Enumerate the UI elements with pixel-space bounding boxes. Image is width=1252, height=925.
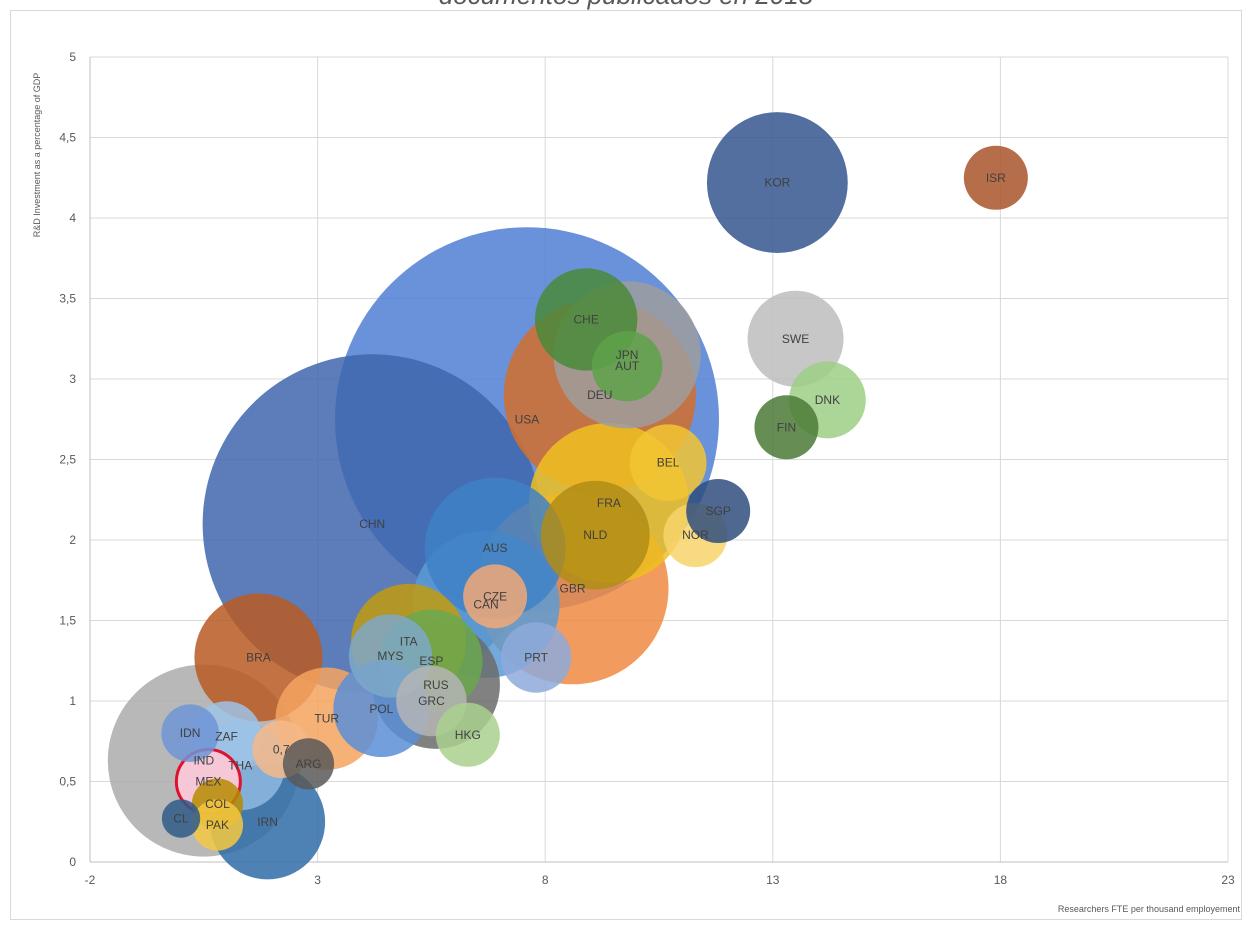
y-axis-title: R&D Investment as a percentage of GDP: [32, 73, 42, 238]
bubble-sgp: [686, 479, 751, 544]
bubble-label-chn: CHN: [359, 517, 385, 531]
bubble-label-idn: IDN: [180, 726, 201, 740]
y-tick-label: 2,5: [59, 453, 76, 467]
bubble-kor: [706, 112, 848, 253]
bubble-label-kor: KOR: [764, 176, 790, 190]
bubble-label-deu: DEU: [587, 388, 612, 402]
bubble-label-che: CHE: [573, 312, 598, 326]
bubble-fin: [754, 395, 819, 460]
bubble-label-pak: PAK: [206, 818, 229, 832]
bubble-label-aus: AUS: [483, 541, 508, 555]
bubble-label-usa: USA: [515, 412, 540, 426]
y-tick-label: 4: [69, 211, 76, 225]
x-axis-title: Researchers FTE per thousand employement: [1058, 904, 1241, 914]
bubble-nld: [540, 480, 650, 590]
bubble-label-pol: POL: [369, 702, 393, 716]
bubble-aut: [591, 330, 663, 402]
bubble-label-ita: ITA: [400, 634, 418, 648]
bubble-label-esp: ESP: [419, 654, 443, 668]
y-tick-label: 4,5: [59, 131, 76, 145]
bubble-label-dnk: DNK: [815, 393, 840, 407]
bubble-label-sgp: SGP: [706, 504, 731, 518]
y-tick-label: 3: [69, 372, 76, 386]
axis-layer: 0 0,5 1 1,5 2 2,5 3 3,5 4 4,5 5 -2 3 8 13 18 23: [59, 50, 1235, 887]
bubble-layer: USA CHN DEU GBR IND FRA JPN CAN KOR AUS RUS BRA ITA I…: [107, 112, 1028, 880]
bubble-cl: [161, 799, 201, 838]
bubble-arg: [282, 738, 335, 790]
bubble-label-jpn: JPN: [616, 348, 639, 362]
y-tick-label: 3,5: [59, 292, 76, 306]
y-tick-label: 1: [69, 694, 76, 708]
bubble-isr: [963, 145, 1028, 210]
bubble-label-grc: GRC: [418, 694, 445, 708]
bubble-prt: [500, 622, 572, 693]
bubble-label-zaf: ZAF: [215, 729, 238, 743]
x-tick-label: -2: [85, 873, 96, 887]
bubble-label-07: 0,7: [273, 742, 290, 756]
y-tick-label: 0,5: [59, 775, 76, 789]
chart-title: documentos publicados en 2018: [0, 0, 1252, 11]
bubble-label-aut: AUT: [615, 359, 640, 373]
bubble-label-tur: TUR: [314, 712, 339, 726]
x-tick-label: 8: [542, 873, 549, 887]
bubble-label-mys: MYS: [377, 649, 403, 663]
bubble-label-irn: IRN: [257, 815, 278, 829]
bubble-pak: [191, 799, 244, 851]
bubble-label-bra: BRA: [246, 651, 271, 665]
bubble-label-prt: PRT: [524, 651, 548, 665]
bubble-label-isr: ISR: [986, 171, 1006, 185]
bubble-label-nld: NLD: [583, 528, 607, 542]
bubble-label-gbr: GBR: [560, 581, 586, 595]
y-tick-label: 5: [69, 50, 76, 64]
bubble-label-bel: BEL: [657, 456, 680, 470]
bubble-label-cl: CL: [173, 812, 189, 826]
bubble-idn: [161, 704, 219, 762]
bubble-label-fin: FIN: [777, 420, 796, 434]
bubble-label-arg: ARG: [295, 757, 321, 771]
bubble-label-can: CAN: [473, 597, 498, 611]
bubble-label-nor: NOR: [682, 528, 709, 542]
bubble-bel: [629, 424, 707, 502]
bubble-label-hkg: HKG: [455, 728, 481, 742]
bubble-label-tha: THA: [228, 758, 252, 772]
y-tick-label: 0: [69, 855, 76, 869]
bubble-label-fra: FRA: [597, 496, 621, 510]
bubble-label-swe: SWE: [782, 332, 809, 346]
bubble-label-ind: IND: [193, 754, 214, 768]
x-tick-label: 13: [766, 873, 780, 887]
bubble-aus: [424, 477, 566, 619]
y-tick-label: 1,5: [59, 614, 76, 628]
bubble-label-rus: RUS: [423, 678, 448, 692]
bubble-label-cze: CZE: [483, 589, 507, 603]
bubble-hkg: [435, 702, 500, 767]
x-tick-label: 18: [994, 873, 1008, 887]
chart-frame: [10, 10, 1242, 920]
bubble-label-col: COL: [205, 797, 230, 811]
bubble-label-mex: MEX: [195, 775, 221, 789]
x-tick-label: 3: [314, 873, 321, 887]
y-tick-label: 2: [69, 533, 76, 547]
bubble-cze: [463, 564, 528, 629]
x-tick-label: 23: [1221, 873, 1235, 887]
